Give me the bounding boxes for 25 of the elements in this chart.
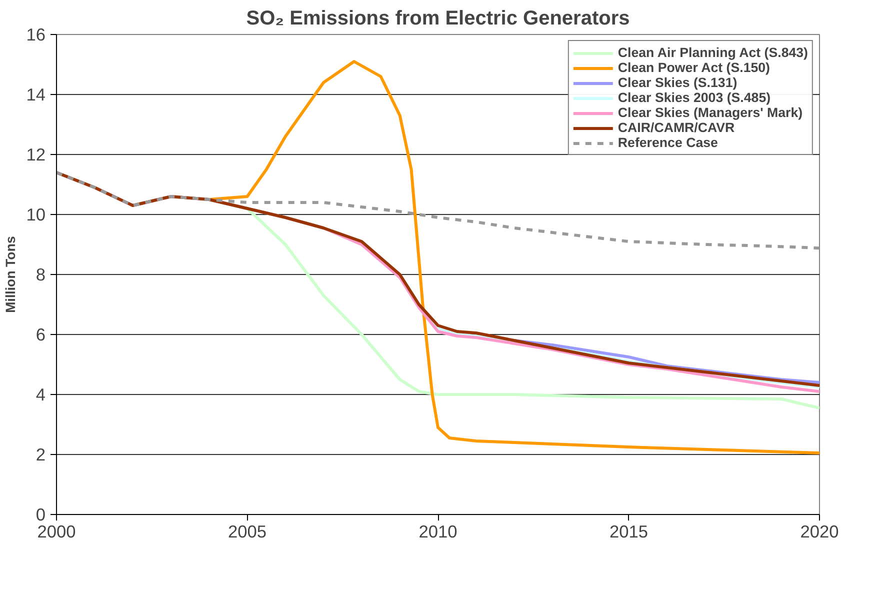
x-tick-label: 2005 xyxy=(228,522,267,542)
line-series xyxy=(208,60,820,454)
legend-label: Clean Power Act (S.150) xyxy=(618,60,770,75)
legend-label: Clean Air Planning Act (S.843) xyxy=(618,45,808,60)
y-tick-label: 2 xyxy=(36,444,46,464)
y-tick-label: 4 xyxy=(36,384,46,404)
x-tick-label: 2015 xyxy=(609,522,648,542)
y-axis-title: Million Tons xyxy=(3,236,18,313)
x-tick-label: 2020 xyxy=(800,522,839,542)
legend-label: Clear Skies (S.131) xyxy=(618,75,738,90)
x-tick-label: 2000 xyxy=(37,522,76,542)
y-tick-label: 12 xyxy=(26,144,46,164)
legend-label: Clear Skies (Managers' Mark) xyxy=(618,105,803,120)
legend-label: Reference Case xyxy=(618,135,718,150)
line-series xyxy=(56,171,820,250)
x-tick-label: 2010 xyxy=(418,522,458,542)
y-tick-label: 14 xyxy=(26,84,46,104)
y-tick-label: 0 xyxy=(36,504,46,524)
y-tick-label: 10 xyxy=(26,204,46,224)
legend-label: CAIR/CAMR/CAVR xyxy=(618,120,735,135)
y-tick-label: 6 xyxy=(36,324,46,344)
legend-label: Clear Skies 2003 (S.485) xyxy=(618,90,771,105)
chart-title: SO₂ Emissions from Electric Generators xyxy=(246,8,630,30)
y-tick-label: 8 xyxy=(36,264,46,284)
y-tick-label: 16 xyxy=(26,24,46,44)
